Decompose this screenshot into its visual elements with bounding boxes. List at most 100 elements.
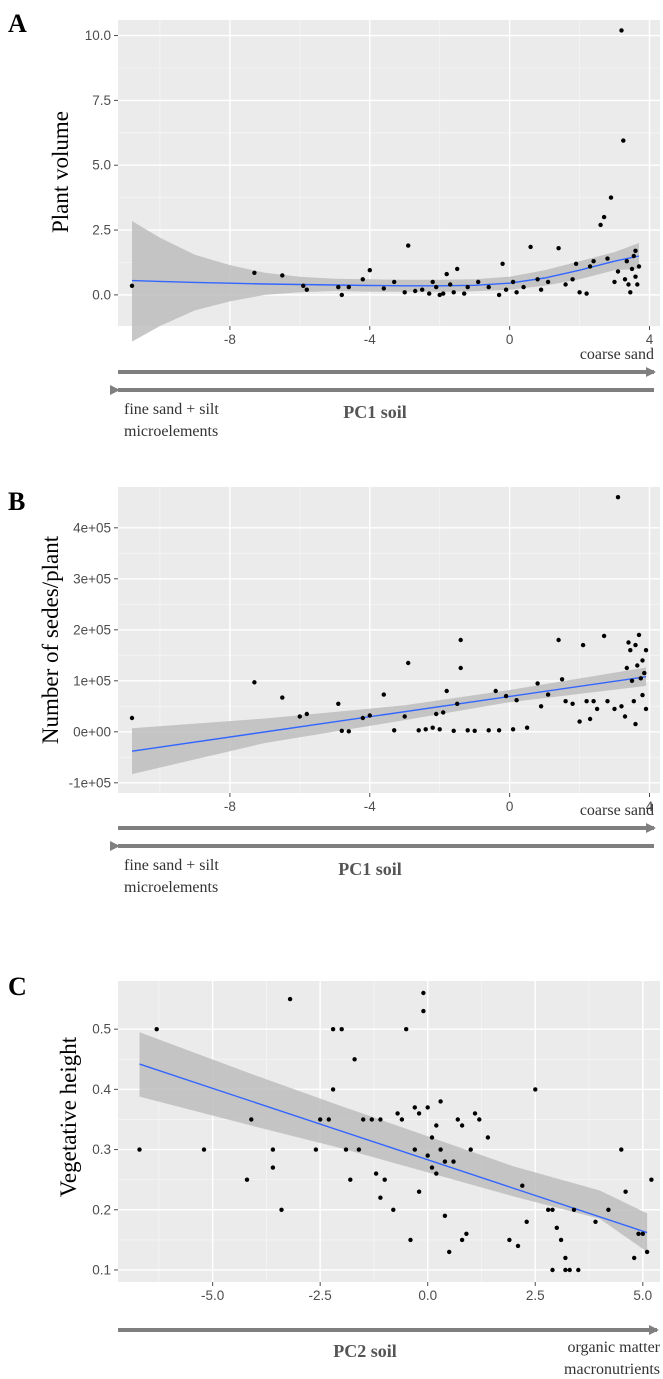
data-point <box>550 1207 555 1213</box>
data-point <box>437 727 442 732</box>
data-point <box>521 284 526 290</box>
data-point <box>593 1219 598 1225</box>
data-point <box>577 290 582 295</box>
data-point <box>382 1177 387 1182</box>
data-point <box>346 729 351 734</box>
data-point <box>510 279 516 285</box>
data-point <box>628 290 633 295</box>
data-point <box>556 637 561 643</box>
data-point <box>528 244 533 250</box>
data-point <box>465 728 470 733</box>
data-point <box>420 287 425 292</box>
confidence-band <box>132 221 639 342</box>
panel-a: A Plant volume -8 -4 0 4 0.0 2.5 5.0 7.5 10.0 co… <box>8 9 660 440</box>
data-point <box>348 1177 353 1182</box>
data-point <box>402 290 407 295</box>
data-point <box>304 711 309 717</box>
data-point <box>434 1171 439 1176</box>
data-point <box>558 1237 564 1243</box>
x-tick-label: -8 <box>224 332 236 347</box>
data-point <box>434 711 439 717</box>
y-tick-label: 3e+05 <box>73 571 111 586</box>
data-point <box>429 1135 435 1140</box>
data-point <box>406 243 411 248</box>
x-axis-title-c: PC2 soil <box>333 1341 397 1361</box>
data-point <box>615 269 621 274</box>
data-point <box>514 290 519 295</box>
data-point <box>412 1105 417 1110</box>
data-point <box>437 292 442 298</box>
data-point <box>612 279 617 285</box>
data-point <box>533 1087 538 1092</box>
x-tick-label: 0.0 <box>418 1288 437 1303</box>
data-point <box>550 1267 555 1273</box>
data-point <box>520 1183 525 1188</box>
data-point <box>447 1249 452 1255</box>
data-point <box>640 658 645 663</box>
trend-line <box>131 255 640 287</box>
panel-b: B Number of sedes/plant -8 -4 0 4 -1e+05 0e+0… <box>8 487 660 896</box>
data-point <box>429 1165 435 1170</box>
data-point <box>587 716 593 722</box>
data-point <box>524 1219 529 1225</box>
data-point <box>567 1267 572 1273</box>
data-point <box>468 1147 473 1152</box>
data-point <box>538 704 544 709</box>
data-point <box>556 246 561 251</box>
data-point <box>412 1147 417 1152</box>
data-point <box>472 728 477 733</box>
data-point <box>249 1117 254 1122</box>
data-point <box>330 1087 336 1092</box>
confidence-band <box>139 1032 648 1252</box>
data-point <box>626 282 631 287</box>
x-axis-title-a: PC1 soil <box>343 402 407 422</box>
panel-letter-b: B <box>8 487 25 516</box>
data-point <box>635 282 640 287</box>
data-point <box>580 642 586 648</box>
x-tick-label: 5.0 <box>633 1288 652 1303</box>
data-point <box>339 292 344 298</box>
x-tick-label: 2.5 <box>526 1288 545 1303</box>
data-point <box>154 1027 159 1032</box>
data-point <box>252 680 257 685</box>
left-annotation-b-line1: fine sand + silt <box>124 857 219 874</box>
data-point <box>339 1027 344 1032</box>
data-point <box>367 268 372 273</box>
data-point <box>573 261 579 266</box>
data-point <box>538 287 544 292</box>
x-tick-label: -8 <box>224 799 236 814</box>
y-tick-label: 2.5 <box>92 223 111 238</box>
data-point <box>448 282 453 287</box>
data-point <box>455 266 460 272</box>
y-tick-label: 2e+05 <box>73 622 111 637</box>
x-tick-label: -2.5 <box>309 1288 332 1303</box>
data-point <box>392 279 397 285</box>
data-point <box>297 714 302 719</box>
data-point <box>472 1111 478 1116</box>
data-point <box>632 1255 637 1261</box>
data-point <box>486 284 491 290</box>
right-annotation-c-line2: macronutrients <box>564 1361 660 1378</box>
data-point <box>451 728 456 733</box>
data-point <box>615 495 621 500</box>
data-point <box>559 677 565 682</box>
y-tick-label: 0.2 <box>92 1202 111 1217</box>
data-point <box>633 274 638 279</box>
data-point <box>459 1237 465 1243</box>
left-annotation-b-line2: microelements <box>124 879 218 896</box>
data-point <box>584 699 589 704</box>
data-point <box>425 1153 430 1158</box>
data-point <box>464 1231 469 1237</box>
data-point <box>360 277 365 282</box>
data-point <box>381 286 386 291</box>
data-point <box>425 1105 430 1110</box>
trend-line <box>139 1063 648 1234</box>
data-point <box>438 1147 443 1152</box>
y-tick-label: 0.4 <box>92 1082 111 1097</box>
data-point <box>346 284 351 290</box>
data-point <box>633 721 638 727</box>
data-point <box>515 1243 521 1249</box>
data-point <box>633 642 638 648</box>
data-point <box>442 1159 448 1164</box>
